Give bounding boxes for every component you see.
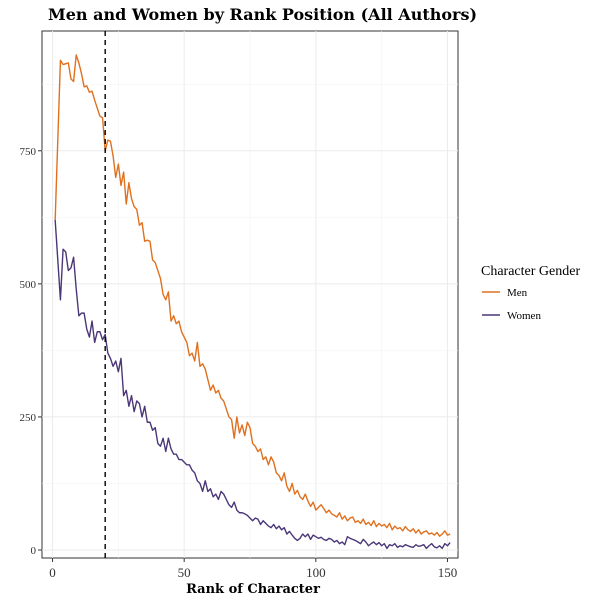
series-lines	[54, 54, 451, 550]
x-tick-label: 0	[49, 565, 56, 580]
x-tick-label: 150	[438, 565, 458, 580]
y-tick-label: 750	[20, 146, 37, 158]
gridlines	[42, 31, 458, 558]
legend: Character Gender Men Women	[481, 264, 580, 322]
y-axis-ticks: 0 250 500 750	[20, 146, 42, 557]
legend-label-women: Women	[507, 310, 541, 322]
x-tick-label: 50	[178, 565, 191, 580]
x-tick-label: 100	[306, 565, 326, 580]
y-tick-label: 500	[20, 279, 37, 291]
series-line-men	[54, 54, 451, 537]
x-axis-ticks: 0 50 100 150	[49, 558, 457, 580]
series-line-women	[54, 219, 451, 550]
legend-items: Men Women	[482, 287, 541, 322]
y-tick-label: 250	[20, 412, 37, 424]
y-tick-label: 0	[31, 545, 37, 557]
legend-label-men: Men	[507, 287, 528, 299]
x-axis-label: Rank of Character	[186, 582, 320, 597]
chart-title: Men and Women by Rank Position (All Auth…	[48, 5, 477, 24]
legend-title: Character Gender	[481, 264, 580, 279]
